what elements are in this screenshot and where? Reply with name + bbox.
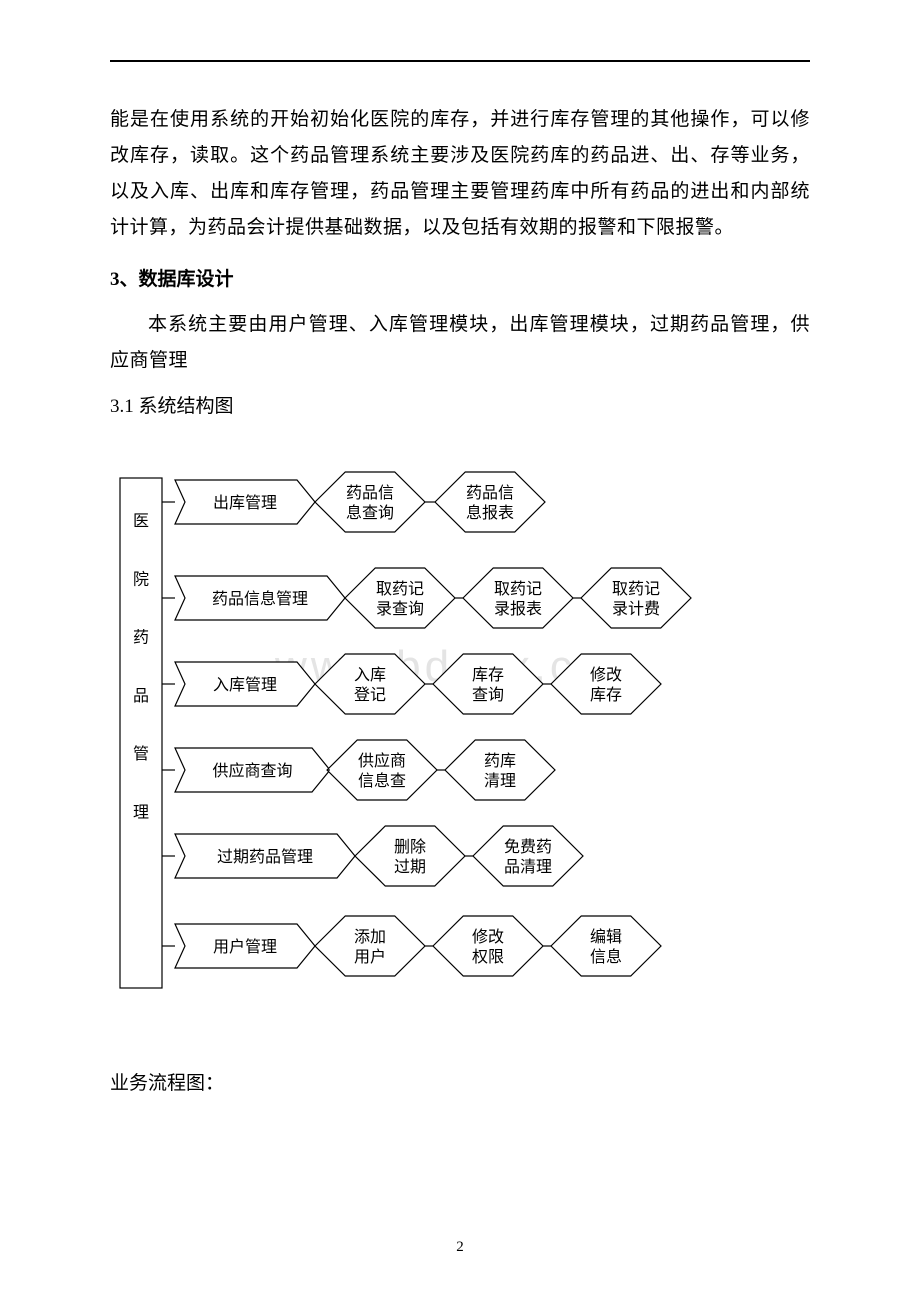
svg-text:药: 药 (133, 629, 149, 647)
paragraph-2: 本系统主要由用户管理、入库管理模块，出库管理模块，过期药品管理，供应商管理 (110, 307, 810, 379)
svg-text:药品信: 药品信 (346, 484, 394, 502)
svg-text:取药记: 取药记 (376, 580, 424, 598)
diagram-svg: 医院药品管理 出库管理 药品信息查询 药品信息报表药品信息管理 取药记录查询 取药记录报表… (110, 438, 810, 1008)
svg-text:品清理: 品清理 (504, 858, 552, 876)
svg-text:取药记: 取药记 (612, 580, 660, 598)
svg-text:息查询: 息查询 (346, 504, 394, 522)
svg-text:用户: 用户 (354, 948, 386, 966)
svg-text:录查询: 录查询 (376, 600, 424, 618)
svg-text:库存: 库存 (472, 666, 504, 684)
svg-text:修改: 修改 (472, 928, 504, 946)
top-rule (110, 60, 810, 62)
svg-text:医: 医 (133, 513, 149, 530)
svg-text:免费药: 免费药 (504, 838, 552, 856)
svg-text:过期: 过期 (394, 858, 426, 876)
svg-text:药库: 药库 (484, 752, 516, 770)
svg-text:供应商查询: 供应商查询 (212, 761, 292, 780)
after-diagram-label: 业务流程图： (110, 1068, 810, 1095)
svg-text:录计费: 录计费 (612, 600, 660, 618)
svg-text:供应商: 供应商 (358, 751, 406, 770)
system-structure-diagram: www.bdocx.com 医院药品管理出库管理药品信息查询药品信息报表药品信息… (110, 438, 810, 1008)
svg-text:修改: 修改 (590, 666, 622, 684)
document-page: 能是在使用系统的开始初始化医院的库存，并进行库存管理的其他操作，可以修改库存，读… (0, 0, 920, 1302)
svg-text:编辑: 编辑 (590, 928, 622, 946)
svg-text:过期药品管理: 过期药品管理 (217, 848, 313, 866)
svg-text:出库管理: 出库管理 (213, 494, 277, 512)
svg-text:药品信息管理: 药品信息管理 (212, 590, 308, 608)
svg-text:理: 理 (133, 804, 149, 821)
svg-text:用户管理: 用户管理 (213, 938, 277, 956)
svg-text:权限: 权限 (472, 948, 504, 966)
page-number: 2 (0, 1239, 920, 1256)
svg-text:录报表: 录报表 (494, 600, 542, 618)
svg-text:品: 品 (133, 688, 149, 705)
svg-text:登记: 登记 (354, 686, 386, 704)
subsection-3-1: 3.1 系统结构图 (110, 391, 810, 418)
svg-text:查询: 查询 (472, 686, 504, 704)
svg-text:库存: 库存 (590, 686, 622, 704)
section-heading-3: 3、数据库设计 (110, 264, 810, 291)
svg-text:管: 管 (133, 745, 149, 763)
svg-text:信息: 信息 (590, 948, 622, 966)
svg-text:添加: 添加 (354, 928, 386, 946)
svg-text:入库管理: 入库管理 (213, 676, 277, 694)
svg-text:清理: 清理 (484, 772, 516, 790)
paragraph-1: 能是在使用系统的开始初始化医院的库存，并进行库存管理的其他操作，可以修改库存，读… (110, 102, 810, 246)
svg-text:息报表: 息报表 (466, 504, 514, 522)
svg-text:删除: 删除 (394, 838, 426, 856)
svg-text:药品信: 药品信 (466, 484, 514, 502)
svg-text:取药记: 取药记 (494, 580, 542, 598)
svg-text:院: 院 (133, 570, 149, 588)
svg-text:信息查: 信息查 (358, 772, 406, 790)
svg-text:入库: 入库 (354, 666, 386, 684)
